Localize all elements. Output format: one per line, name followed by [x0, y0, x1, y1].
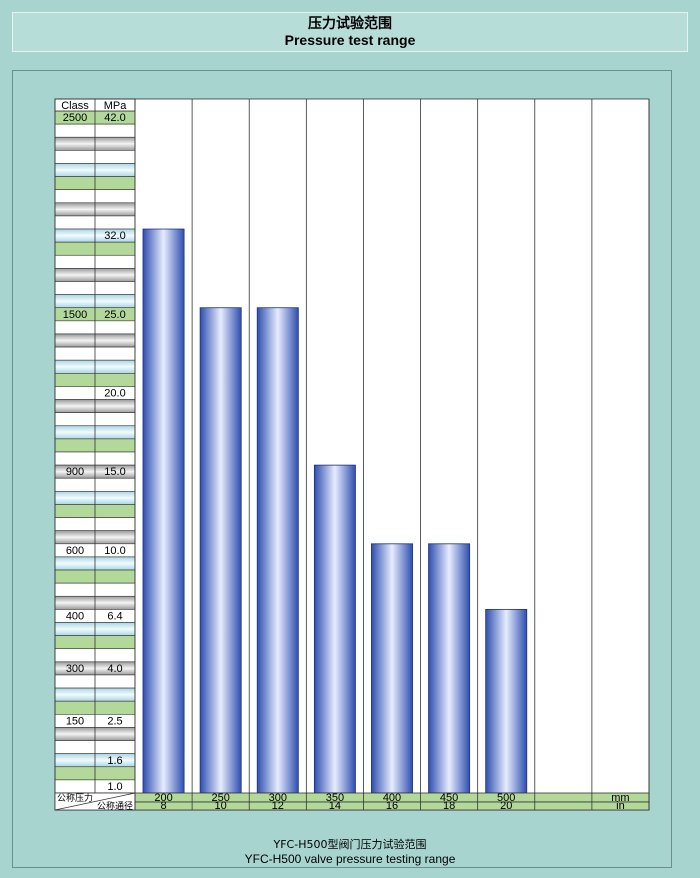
- category-in: 14: [329, 800, 341, 812]
- tick-label-mpa: 32.0: [104, 230, 125, 242]
- footer-diagonal: [54, 792, 136, 811]
- bar-350: [313, 464, 356, 794]
- tick-label-mpa: 1.6: [107, 755, 122, 767]
- category-mm: 200: [154, 792, 172, 804]
- bar-250: [199, 307, 242, 794]
- category-in: 20: [500, 800, 512, 812]
- row-label-pressure: 公称压力: [57, 792, 93, 804]
- tick-label-mpa: 20.0: [104, 388, 125, 400]
- header-mpa: MPa: [104, 100, 128, 112]
- page-title-en: Pressure test range: [284, 32, 416, 48]
- page-title-cn: 压力试验范围: [308, 16, 392, 32]
- category-mm: 350: [326, 792, 344, 804]
- caption-en: YFC-H500 valve pressure testing range: [244, 852, 456, 866]
- category-in: 8: [160, 800, 166, 812]
- pressure-chart: Class MPa 2500 42.0 32.0 1500 25.0 20.0 900 15.0 6…: [54, 98, 650, 812]
- bar-500: [485, 608, 528, 794]
- tick-label-class: 600: [66, 545, 84, 557]
- tick-label-mpa: 1.0: [107, 781, 122, 793]
- tick-label-mpa: 4.0: [107, 663, 122, 675]
- footer-row-in: [54, 801, 650, 811]
- bar-300: [256, 307, 299, 794]
- tick-label-mpa: 6.4: [107, 611, 122, 623]
- tick-label-class: 300: [66, 663, 84, 675]
- tick-label-class: 400: [66, 611, 84, 623]
- tick-label-mpa: 15.0: [104, 466, 125, 478]
- category-mm: 500: [497, 792, 515, 804]
- tick-label-mpa: 25.0: [104, 309, 125, 321]
- category-in: 16: [386, 800, 398, 812]
- caption-cn: YFC-H500型阀门压力试验范围: [273, 838, 427, 851]
- tick-label-class: 900: [66, 466, 84, 478]
- unit-in: in: [616, 800, 625, 812]
- category-in: 12: [272, 800, 284, 812]
- chart-panel: Class MPa 2500 42.0 32.0 1500 25.0 20.0 900 15.0 6…: [12, 70, 672, 868]
- category-mm: 250: [211, 792, 229, 804]
- tick-label-class: 2500: [63, 112, 87, 124]
- tick-label-class: 1500: [63, 309, 87, 321]
- tick-label-mpa: 42.0: [104, 112, 125, 124]
- title-box: 压力试验范围 Pressure test range: [12, 12, 688, 52]
- footer-row-mm: [54, 792, 650, 803]
- row-label-size: 公称通径: [97, 800, 133, 812]
- header-class: Class: [61, 100, 89, 112]
- category-mm: 400: [383, 792, 401, 804]
- bar-450: [428, 543, 471, 794]
- category-mm: 300: [269, 792, 287, 804]
- bar-200: [142, 228, 185, 794]
- category-in: 10: [215, 800, 227, 812]
- category-mm: 450: [440, 792, 458, 804]
- category-in: 18: [443, 800, 455, 812]
- unit-mm: mm: [611, 792, 629, 804]
- tick-label-class: 150: [66, 715, 84, 727]
- bar-400: [371, 543, 413, 794]
- tick-label-mpa: 2.5: [107, 715, 122, 727]
- tick-label-mpa: 10.0: [104, 545, 125, 557]
